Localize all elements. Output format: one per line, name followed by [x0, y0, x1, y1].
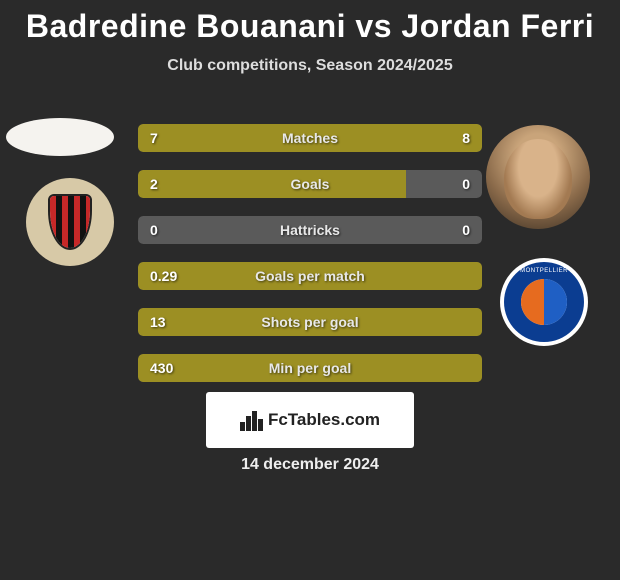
value-right: 0	[462, 216, 470, 244]
value-left: 0	[150, 216, 158, 244]
value-left: 2	[150, 170, 158, 198]
value-left: 13	[150, 308, 166, 336]
value-left: 0.29	[150, 262, 177, 290]
date-text: 14 december 2024	[0, 456, 620, 474]
stat-row: Goals2 0	[138, 170, 482, 198]
footer-brand-text: FcTables.com	[268, 410, 380, 430]
ogc-nice-shield-icon	[48, 194, 92, 250]
club-left-badge	[26, 178, 114, 266]
stat-label: Matches	[138, 124, 482, 152]
club-right-badge	[500, 258, 588, 346]
stat-label: Shots per goal	[138, 308, 482, 336]
stat-row: Hattricks0 0	[138, 216, 482, 244]
stat-label: Goals per match	[138, 262, 482, 290]
page-title: Badredine Bouanani vs Jordan Ferri	[0, 0, 620, 45]
value-left: 430	[150, 354, 173, 382]
stat-label: Goals	[138, 170, 482, 198]
player-left-avatar	[6, 118, 114, 156]
player-right-avatar	[486, 125, 590, 229]
subtitle: Club competitions, Season 2024/2025	[0, 57, 620, 75]
stat-row: Goals per match0.29	[138, 262, 482, 290]
value-left: 7	[150, 124, 158, 152]
value-right: 8	[462, 124, 470, 152]
stat-row: Min per goal430	[138, 354, 482, 382]
stats-container: Matches78Goals20Hattricks00Goals per mat…	[138, 124, 482, 400]
bar-chart-icon	[240, 409, 262, 431]
stat-label: Min per goal	[138, 354, 482, 382]
stat-row: Matches7 8	[138, 124, 482, 152]
stat-row: Shots per goal13	[138, 308, 482, 336]
montpellier-ring-icon	[504, 262, 584, 342]
value-right: 0	[462, 170, 470, 198]
stat-label: Hattricks	[138, 216, 482, 244]
fctables-logo: FcTables.com	[206, 392, 414, 448]
